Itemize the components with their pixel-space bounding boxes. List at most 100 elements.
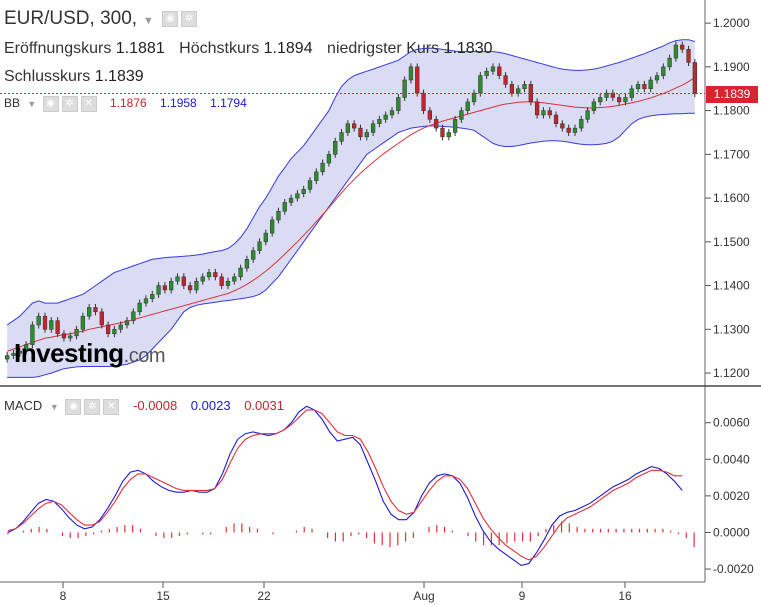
low-value: 1.1830 — [443, 40, 493, 57]
macd-hist-value: -0.0008 — [133, 398, 178, 413]
candle-body — [509, 84, 515, 94]
candle-body — [87, 307, 92, 317]
candle-body — [194, 280, 199, 291]
macd-line — [7, 405, 683, 566]
candle-body — [307, 180, 313, 190]
candle-body — [516, 88, 521, 94]
candle-body — [604, 92, 609, 98]
candle-body — [213, 272, 218, 278]
bb-upper-value: 1.1958 — [160, 96, 197, 111]
candle-body — [680, 44, 685, 50]
candle-body — [459, 110, 464, 120]
candle-body — [686, 49, 691, 63]
macd-legend[interactable]: MACD ▼ ◉ ✲ ✕ -0.0008 0.0023 0.0031 — [4, 398, 284, 415]
gear-icon[interactable]: ✲ — [181, 10, 198, 27]
bb-lower-line — [7, 112, 695, 378]
gear-icon[interactable]: ✲ — [84, 398, 101, 415]
candle-body — [269, 219, 275, 234]
candle-body — [642, 84, 647, 89]
bb-middle-line — [7, 76, 696, 352]
candle-body — [251, 250, 256, 260]
price-tick-label: 1.2000 — [713, 16, 750, 30]
candle-body — [333, 140, 338, 155]
macd-tick-label: 0.0000 — [713, 525, 750, 539]
investing-logo: Investing.com — [14, 338, 165, 368]
candle-body — [244, 259, 250, 269]
candle-body — [288, 197, 294, 203]
candle-body — [345, 123, 350, 133]
candle-body — [30, 324, 35, 345]
low-label: niedrigster Kurs — [327, 40, 440, 57]
eye-icon[interactable]: ◉ — [42, 96, 59, 112]
high-value: 1.1894 — [263, 40, 313, 57]
open-value: 1.1881 — [115, 40, 165, 57]
candle-body — [377, 119, 382, 124]
bb-upper-line — [6, 39, 695, 326]
candle-body — [282, 202, 287, 212]
eye-icon[interactable]: ◉ — [65, 398, 82, 415]
candle-body — [352, 123, 357, 129]
bb-label: BB — [4, 96, 21, 111]
close-icon[interactable]: ✕ — [80, 96, 97, 112]
gear-icon[interactable]: ✲ — [61, 96, 78, 112]
candle-body — [415, 66, 420, 94]
close-icon[interactable]: ✕ — [103, 398, 120, 415]
chart-frame — [0, 0, 761, 583]
candle-body — [440, 127, 445, 138]
close-line: Schlusskurs 1.1839 — [4, 68, 144, 86]
chevron-down-icon[interactable]: ▼ — [27, 99, 37, 110]
price-tick-label: 1.1700 — [713, 147, 750, 161]
candle-body — [427, 110, 433, 120]
candle-body — [396, 97, 401, 111]
chevron-down-icon[interactable]: ▼ — [143, 15, 154, 27]
price-tick-label: 1.1400 — [713, 279, 750, 293]
chevron-down-icon[interactable]: ▼ — [49, 402, 59, 412]
candle-body — [623, 97, 628, 103]
bb-lower-value: 1.1794 — [210, 96, 247, 111]
candle-body — [156, 285, 161, 295]
candle-body — [490, 66, 496, 72]
candle-body — [5, 355, 10, 360]
time-tick-label: 22 — [257, 589, 271, 603]
bb-legend[interactable]: BB ▼ ◉ ✲ ✕ 1.1876 1.1958 1.1794 — [4, 96, 247, 112]
candle-body — [238, 267, 243, 278]
macd-tick-label: 0.0060 — [713, 416, 750, 430]
candle-body — [131, 311, 136, 321]
price-tick-label: 1.1900 — [713, 60, 750, 74]
candle-body — [389, 110, 395, 116]
price-candles — [0, 41, 705, 363]
candle-body — [434, 119, 439, 129]
candle-body — [478, 75, 483, 94]
candle-body — [112, 329, 117, 334]
candle-body — [541, 110, 546, 116]
candle-body — [635, 84, 641, 89]
candle-body — [471, 92, 477, 103]
candle-body — [452, 119, 458, 133]
candle-body — [320, 162, 325, 173]
candle-body — [326, 154, 332, 164]
candle-body — [421, 92, 426, 111]
price-tick-label: 1.1600 — [713, 191, 750, 205]
macd-axis: -0.0020 0.0000 0.0020 0.0040 0.0060 — [705, 416, 754, 576]
candle-body — [181, 276, 186, 286]
candle-body — [99, 311, 104, 326]
close-label: Schlusskurs — [4, 68, 91, 85]
candle-body — [42, 315, 48, 330]
candle-body — [124, 320, 130, 326]
candle-body — [598, 97, 603, 103]
current-price-tag: 1.1839 — [706, 86, 758, 103]
candle-body — [692, 62, 697, 94]
eye-icon[interactable]: ◉ — [162, 10, 179, 27]
candle-body — [150, 294, 155, 299]
candle-body — [358, 127, 363, 138]
candle-body — [225, 280, 231, 286]
candle-body — [339, 132, 344, 142]
candle-body — [80, 315, 86, 330]
symbol-title[interactable]: EUR/USD, 300, ▼ ◉ ✲ — [4, 8, 198, 30]
candle-body — [566, 127, 571, 133]
candle-body — [560, 123, 565, 129]
candle-body — [137, 302, 142, 313]
macd-tick-label: -0.0020 — [713, 562, 754, 576]
candle-body — [23, 344, 29, 352]
candle-body — [93, 307, 98, 313]
